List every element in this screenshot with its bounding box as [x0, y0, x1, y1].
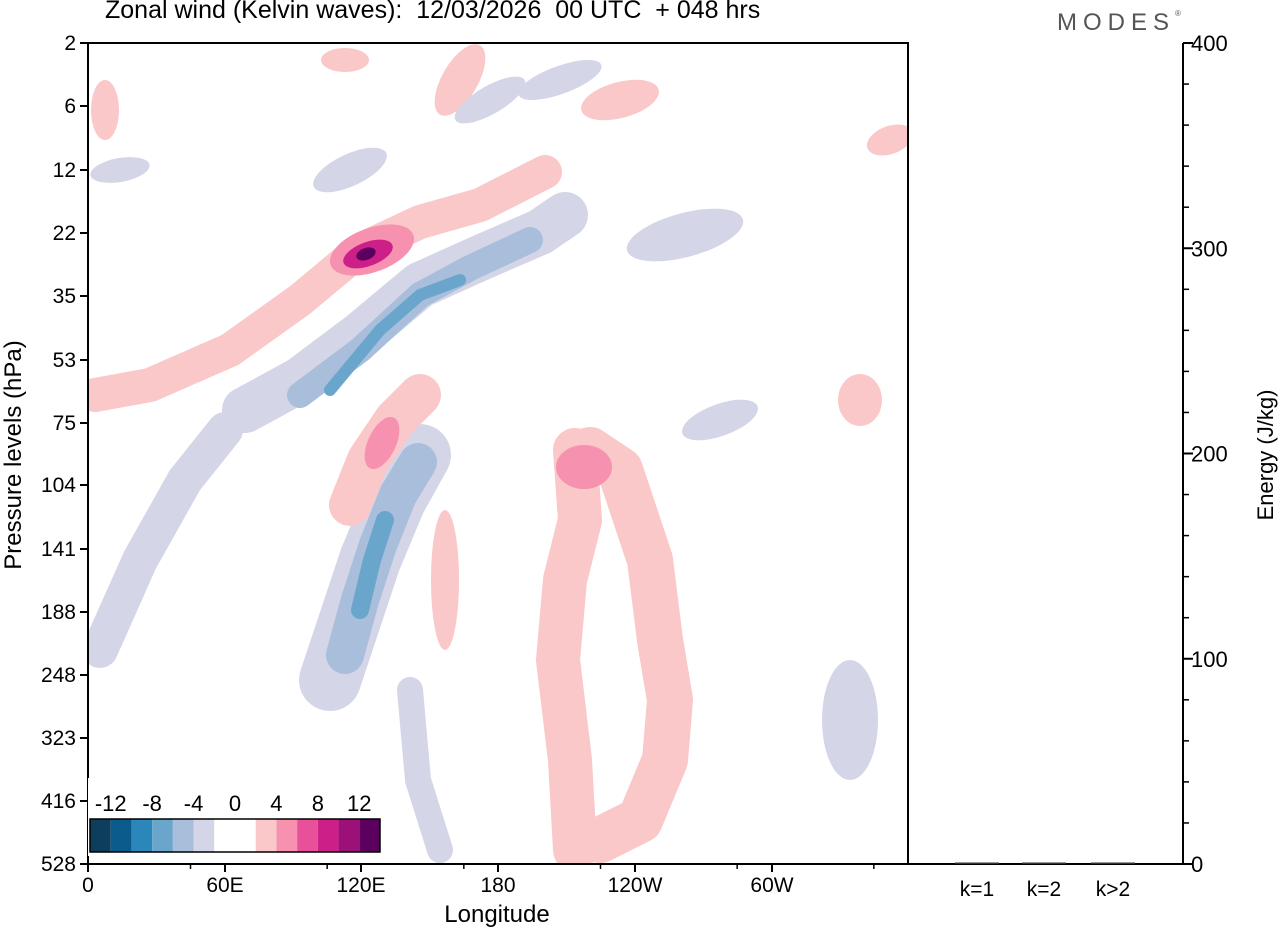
patch-neg-mid-1 [626, 208, 744, 262]
energy-category-label: k>2 [1096, 878, 1130, 901]
positive-horseshoe-west [536, 428, 602, 864]
colorbar-swatch [297, 819, 318, 852]
y-axis: 2 6 12 22 35 53 75 104 141 188 248 323 416 528 [41, 32, 88, 876]
patch-top-2 [434, 44, 486, 116]
energy-bar [955, 862, 999, 864]
patch-top-west [91, 80, 119, 140]
patch-neg-east [682, 399, 758, 441]
colorbar-swatch [193, 819, 215, 852]
y-tick-label: 141 [41, 538, 76, 561]
y-tick-label: 188 [41, 601, 76, 624]
colorbar-frame [89, 818, 381, 853]
positive-horseshoe-east [567, 427, 693, 863]
colorbar-swatch [317, 819, 339, 852]
colorbar-label: 0 [229, 791, 241, 816]
colorbar-swatch [172, 819, 194, 852]
patch-lower-1 [431, 510, 459, 650]
energy-axis-label: Energy (J/kg) [1253, 390, 1278, 521]
x-tick-label: 180 [480, 874, 515, 897]
y-tick-label: 75 [53, 412, 76, 435]
patch-east-mid [838, 374, 882, 426]
colorbar-label: -4 [184, 791, 204, 816]
patch-top-3 [581, 79, 659, 121]
colorbar-swatch [235, 819, 256, 852]
y-tick-label: 416 [41, 790, 76, 813]
energy-tick-label: 400 [1191, 31, 1228, 56]
negative-curtain-low [397, 677, 453, 863]
colorbar-swatch [276, 819, 298, 852]
energy-bar [1022, 862, 1066, 864]
contour-field [88, 44, 908, 864]
colorbar-label: 12 [347, 791, 371, 816]
colorbar-label: -8 [142, 791, 162, 816]
x-tick-label: 60E [206, 874, 243, 897]
energy-category-label: k=1 [960, 878, 994, 901]
positive-dateline-core [556, 445, 612, 489]
energy-tick-label: 200 [1191, 442, 1228, 467]
colorbar-label: 8 [312, 791, 324, 816]
patch-neg-top-2 [518, 60, 602, 100]
x-axis-label: Longitude [444, 901, 549, 928]
energy-tick-label: 300 [1191, 236, 1228, 261]
negative-band-upper-core [324, 274, 466, 396]
energy-tick-label: 100 [1191, 647, 1228, 672]
modes-logo: MODES® [1057, 9, 1181, 37]
colorbar-swatch [338, 819, 360, 852]
y-tick-label: 323 [41, 727, 76, 750]
energy-category-label: k=2 [1027, 878, 1061, 901]
y-tick-label: 104 [41, 474, 76, 497]
positive-plume-mid-core [364, 416, 400, 470]
colorbar-swatch [110, 819, 132, 852]
energy-tick-label: 0 [1191, 852, 1203, 877]
colorbar-swatch [90, 819, 111, 852]
y-tick-label: 12 [53, 159, 76, 182]
patch-top-1 [321, 48, 369, 72]
y-tick-label: 22 [53, 222, 76, 245]
patch-neg-top-4 [90, 157, 150, 183]
x-tick-label: 0 [82, 874, 94, 897]
logo-registered-mark: ® [1175, 9, 1181, 18]
chart-title: Zonal wind (Kelvin waves): 12/03/2026 00… [105, 0, 761, 24]
y-tick-label: 53 [53, 349, 76, 372]
logo-text: MODES [1057, 9, 1176, 36]
y-tick-label: 35 [53, 285, 76, 308]
colorbar-swatch [359, 819, 380, 852]
colorbar-label: -12 [95, 791, 127, 816]
positive-core-upper-max [356, 247, 376, 261]
patch-neg-top-3 [313, 147, 387, 193]
patch-top-east [866, 124, 908, 156]
x-tick-label: 120W [608, 874, 663, 897]
patch-neg-top-1 [454, 76, 526, 124]
y-tick-label: 248 [41, 664, 76, 687]
y-tick-label: 528 [41, 853, 76, 876]
y-tick-label: 2 [64, 32, 76, 55]
negative-band-west [88, 412, 243, 668]
negative-plume-lower-core [351, 511, 394, 619]
energy-bar [1091, 862, 1135, 864]
colorbar-label: 4 [270, 791, 282, 816]
x-tick-label: 60W [750, 874, 793, 897]
y-tick-label: 6 [64, 95, 76, 118]
x-axis: 0 60E 120E 180 120W 60W [82, 864, 875, 897]
patch-neg-low-east [822, 660, 878, 780]
positive-band-upper [88, 155, 562, 412]
colorbar-swatch [255, 819, 277, 852]
energy-panel: 0 100 200 300 400 k=1 k=2 k>2 [955, 31, 1228, 901]
colorbar-swatch [214, 819, 235, 852]
colorbar-legend: -12 -8 -4 0 4 8 12 [88, 778, 382, 856]
colorbar-swatch [131, 819, 153, 852]
colorbar-swatch [152, 819, 173, 852]
y-axis-label: Pressure levels (hPa) [0, 340, 27, 569]
x-tick-label: 120E [336, 874, 385, 897]
